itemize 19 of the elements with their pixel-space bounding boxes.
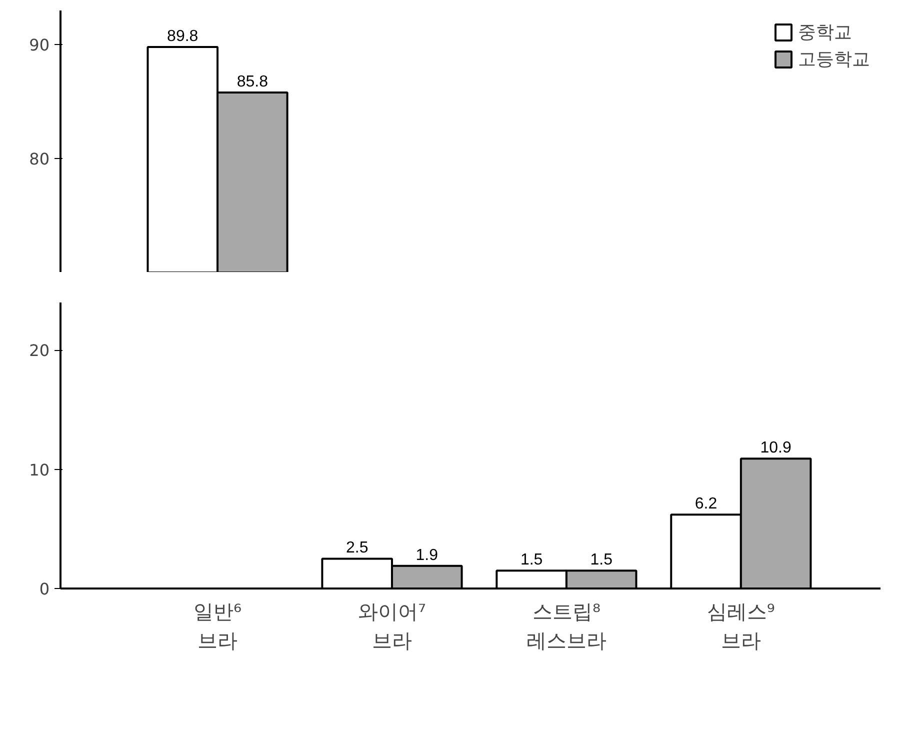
y-tick-label: 10 — [29, 460, 50, 480]
x-tick-label: 일반⁶ 브라 — [194, 600, 242, 652]
x-tick-label: 와이어⁷ 브라 — [358, 600, 426, 652]
legend-label: 고등학교 — [798, 48, 870, 71]
data-label: 1.5 — [590, 552, 613, 569]
data-label: 2.5 — [346, 540, 368, 557]
data-label: 6.2 — [694, 496, 718, 513]
legend-label: 중학교 — [798, 21, 852, 44]
x-tick-label: 스트립⁸ 레스브라 — [526, 600, 606, 652]
x-tick-label: 심레스⁹ 브라 — [706, 600, 775, 652]
y-tick-label: 20 — [29, 341, 50, 360]
y-tick-label: 90 — [29, 36, 50, 55]
data-label: 85.8 — [236, 74, 268, 91]
data-label: 1.9 — [416, 546, 438, 564]
y-tick-label: 80 — [29, 150, 50, 169]
data-label: 10.9 — [760, 440, 792, 457]
y-tick-label: 0 — [39, 580, 50, 598]
data-label: 89.8 — [167, 28, 198, 45]
data-label: 1.5 — [520, 552, 543, 569]
